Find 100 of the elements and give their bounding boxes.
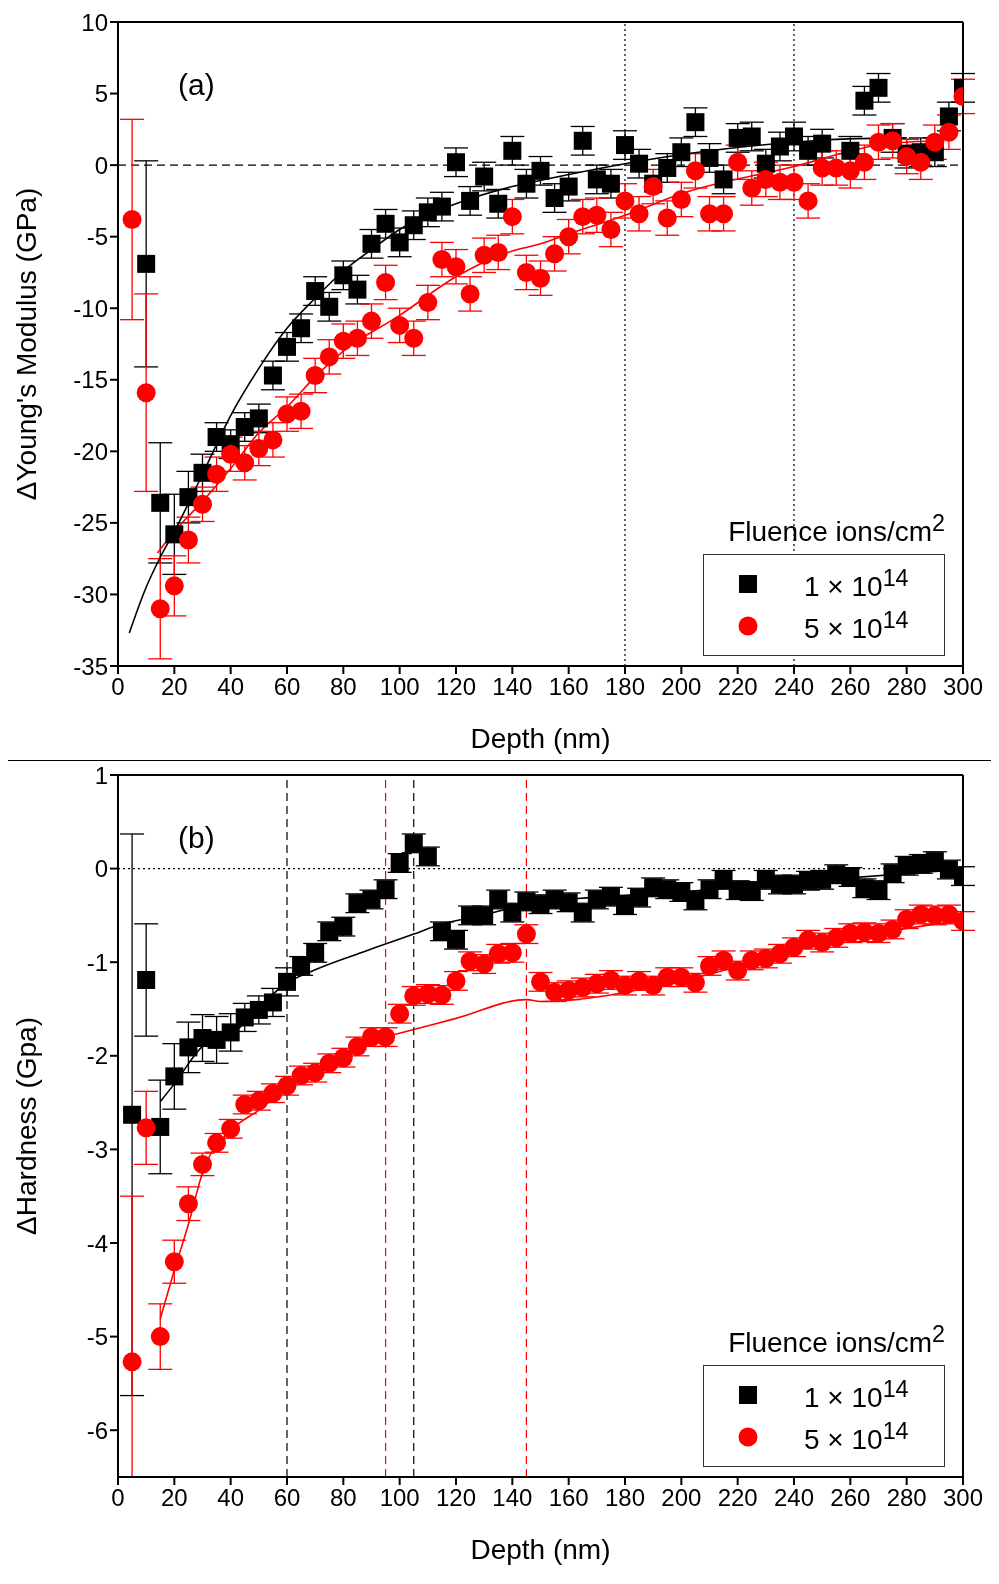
- legend-title: Fluence ions/cm$^{2}$: [727, 509, 945, 548]
- point: [235, 453, 255, 473]
- point: [742, 178, 762, 198]
- point: [784, 172, 804, 192]
- point: [531, 161, 550, 180]
- y-tick-label: -5: [86, 223, 108, 251]
- point: [291, 401, 311, 421]
- x-tick-label: 40: [217, 1484, 245, 1512]
- point: [460, 284, 480, 304]
- point: [347, 328, 367, 348]
- point: [320, 297, 339, 316]
- point: [418, 293, 438, 312]
- point: [404, 328, 424, 348]
- x-tick-label: 20: [160, 1484, 188, 1512]
- x-tick-label: 240: [773, 673, 815, 701]
- point: [249, 409, 268, 428]
- point: [319, 347, 339, 367]
- point: [869, 78, 888, 97]
- legend-label: 5 × 10$^{14}$: [804, 1417, 909, 1457]
- x-tick-label: 280: [886, 673, 927, 701]
- point: [616, 136, 634, 155]
- point: [461, 191, 480, 210]
- point: [658, 158, 677, 177]
- point: [939, 122, 959, 142]
- point: [630, 154, 649, 173]
- point: [517, 174, 536, 193]
- point: [601, 220, 621, 240]
- point: [447, 153, 465, 172]
- point: [855, 91, 874, 110]
- point: [306, 282, 325, 301]
- point: [376, 272, 396, 292]
- point: [376, 214, 395, 233]
- y-tick-label: 1: [94, 761, 108, 789]
- point: [249, 438, 269, 458]
- point: [362, 234, 381, 253]
- point: [813, 134, 832, 153]
- point: [573, 131, 592, 150]
- point: [305, 365, 325, 385]
- x-tick-label: 100: [379, 673, 420, 701]
- point: [263, 430, 283, 450]
- point: [165, 1067, 184, 1086]
- point: [221, 444, 241, 464]
- point: [488, 242, 508, 262]
- x-tick-label: 120: [435, 673, 477, 701]
- point: [446, 257, 466, 277]
- annotation: (a): [178, 68, 215, 102]
- point: [404, 216, 423, 235]
- x-axis-title: Depth (nm): [470, 723, 611, 754]
- point: [164, 576, 184, 596]
- y-tick-label: -20: [73, 437, 108, 465]
- point: [207, 464, 227, 484]
- x-tick-label: 200: [661, 1484, 702, 1512]
- y-tick-label: 5: [94, 80, 108, 108]
- y-tick-label: -3: [86, 1135, 108, 1163]
- point: [854, 152, 874, 172]
- y-tick-label: -10: [73, 294, 108, 322]
- x-tick-label: 280: [886, 1484, 927, 1512]
- x-tick-label: 220: [717, 1484, 758, 1512]
- point: [263, 366, 282, 385]
- x-tick-label: 100: [379, 1484, 420, 1512]
- point: [221, 1023, 240, 1042]
- legend-label: 5 × 10$^{14}$: [804, 606, 909, 646]
- x-axis-title: Depth (nm): [470, 1534, 611, 1565]
- point: [150, 1327, 170, 1347]
- point: [489, 194, 508, 213]
- point: [122, 1352, 142, 1372]
- point: [742, 127, 761, 146]
- point: [502, 207, 522, 227]
- point: [531, 268, 550, 288]
- y-axis-title: ΔYoung's Modulus (GPa): [10, 187, 42, 501]
- legend-title: Fluence ions/cm$^{2}$: [727, 1320, 945, 1359]
- x-tick-label: 80: [329, 673, 357, 701]
- point: [545, 189, 564, 208]
- point: [136, 383, 156, 403]
- x-tick-label: 60: [273, 1484, 301, 1512]
- point: [179, 488, 198, 507]
- point: [278, 337, 296, 356]
- point: [770, 137, 789, 156]
- point: [475, 167, 494, 186]
- y-tick-label: -1: [86, 948, 108, 976]
- point: [137, 254, 156, 273]
- point: [545, 244, 565, 264]
- point: [601, 174, 620, 193]
- x-tick-label: 220: [717, 673, 758, 701]
- point: [164, 1252, 184, 1272]
- point: [151, 493, 170, 512]
- point: [587, 205, 607, 225]
- x-tick-label: 40: [217, 673, 245, 701]
- y-tick-label: 0: [94, 151, 108, 179]
- y-tick-label: -15: [73, 366, 108, 394]
- point: [390, 233, 409, 252]
- x-tick-label: 0: [111, 673, 125, 701]
- point: [362, 311, 381, 331]
- y-tick-label: 0: [94, 855, 108, 883]
- legend-label: 1 × 10$^{14}$: [804, 1375, 909, 1415]
- point: [263, 993, 282, 1012]
- x-tick-label: 180: [604, 1484, 646, 1512]
- point: [559, 227, 579, 247]
- x-tick-label: 160: [548, 1484, 589, 1512]
- y-tick-label: -25: [73, 509, 108, 537]
